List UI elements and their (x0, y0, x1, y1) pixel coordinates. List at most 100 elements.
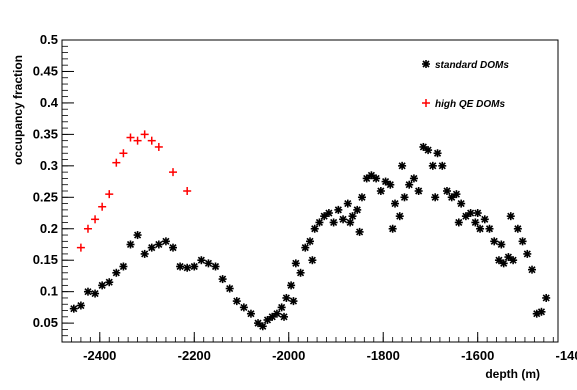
standard-dom-point (497, 240, 506, 249)
legend-label: high QE DOMs (435, 99, 505, 110)
asterisk-stroke (263, 316, 272, 324)
axes-layer: 0.05 0.1 0.15 0.2 0.25 0.3 0.35 0.4 0.45 0.5 -2400… (33, 32, 577, 363)
asterisk-stroke (197, 256, 205, 264)
standard-dom-point (367, 171, 376, 180)
standard-dom-point (454, 218, 463, 227)
asterisk-stroke (141, 250, 149, 258)
standard-dom-point (490, 237, 499, 246)
standard-dom-point (301, 243, 310, 252)
asterisk-stroke (455, 218, 463, 227)
standard-dom-point (197, 256, 206, 265)
standard-dom-point (433, 149, 442, 158)
asterisk-stroke (126, 240, 135, 249)
standard-dom-point (473, 209, 482, 218)
asterisk-stroke (424, 146, 432, 154)
standard-dom-point (140, 249, 149, 258)
standard-dom-point (91, 289, 100, 298)
asterisk-stroke (462, 212, 470, 220)
asterisk-stroke (296, 269, 305, 277)
high-qe-dom-point (133, 136, 142, 145)
asterisk-stroke (367, 171, 375, 179)
high-qe-dom-point (154, 142, 163, 151)
asterisk-stroke (162, 237, 170, 245)
asterisk-stroke (457, 200, 465, 208)
standard-dom-point (211, 262, 220, 271)
standard-dom-point (272, 309, 281, 318)
standard-dom-point (289, 297, 298, 306)
standard-dom-point (357, 193, 366, 202)
label-layer: depth (m) occupancy fraction (11, 55, 540, 381)
standard-dom-point (232, 297, 241, 306)
asterisk-stroke (278, 303, 286, 311)
asterisk-stroke (523, 250, 531, 258)
asterisk-stroke (504, 253, 512, 261)
asterisk-stroke (190, 262, 198, 271)
y-tick-label: 0.2 (40, 221, 58, 236)
asterisk-stroke (134, 231, 142, 239)
asterisk-stroke (514, 225, 522, 233)
standard-dom-point (395, 212, 404, 221)
legend-layer: standard DOMs high QE DOMs (422, 60, 509, 110)
standard-dom-point (324, 209, 333, 218)
asterisk-stroke (443, 187, 451, 195)
high-qe-dom-point (98, 202, 107, 211)
legend-label: standard DOMs (435, 60, 509, 71)
asterisk-stroke (372, 174, 380, 182)
asterisk-stroke (358, 193, 366, 201)
asterisk-stroke (537, 308, 546, 316)
asterisk-stroke (348, 212, 357, 220)
high-qe-dom-point (183, 187, 192, 195)
asterisk-stroke (84, 288, 92, 296)
standard-dom-point (315, 218, 324, 227)
standard-dom-point (457, 199, 466, 208)
asterisk-stroke (330, 218, 338, 227)
y-axis-label: occupancy fraction (11, 55, 25, 165)
standard-dom-point (438, 161, 447, 170)
asterisk-stroke (422, 60, 430, 68)
asterisk-stroke (377, 187, 385, 195)
standard-dom-point (506, 212, 515, 221)
standard-dom-point (499, 259, 508, 268)
standard-dom-point (391, 199, 400, 208)
asterisk-stroke (204, 259, 213, 267)
asterisk-stroke (431, 193, 439, 201)
asterisk-stroke (240, 303, 248, 311)
standard-dom-point (204, 259, 213, 268)
standard-dom-point (348, 212, 357, 221)
asterisk-stroke (438, 162, 446, 170)
asterisk-stroke (183, 264, 191, 272)
x-tick-label: -1600 (461, 348, 494, 363)
asterisk-stroke (481, 215, 489, 223)
asterisk-stroke (363, 174, 371, 182)
asterisk-stroke (398, 162, 406, 170)
asterisk-stroke (419, 143, 427, 151)
asterisk-stroke (429, 162, 437, 170)
y-tick-label: 0.05 (33, 315, 58, 330)
standard-dom-point (306, 237, 314, 246)
standard-dom-point (372, 174, 381, 183)
standard-dom-point (183, 263, 192, 272)
standard-dom-point (424, 146, 433, 155)
asterisk-stroke (339, 215, 347, 223)
standard-dom-point (386, 180, 395, 189)
asterisk-stroke (500, 259, 508, 267)
asterisk-stroke (282, 294, 290, 302)
standard-dom-point (133, 231, 142, 240)
standard-dom-point (308, 256, 317, 265)
standard-dom-point (154, 240, 163, 249)
standard-dom-point (112, 268, 121, 277)
standard-dom-point (287, 281, 296, 290)
asterisk-stroke (325, 209, 333, 217)
x-tick-label: -2000 (272, 348, 305, 363)
standard-dom-point (431, 193, 440, 202)
asterisk-stroke (542, 294, 550, 302)
asterisk-stroke (448, 193, 456, 201)
high-qe-dom-point (169, 168, 178, 177)
high-qe-dom-point (83, 224, 92, 233)
x-tick-label: -2400 (83, 348, 116, 363)
x-tick-label: -2200 (178, 348, 211, 363)
high-qe-dom-point (76, 243, 85, 252)
asterisk-stroke (70, 305, 78, 313)
